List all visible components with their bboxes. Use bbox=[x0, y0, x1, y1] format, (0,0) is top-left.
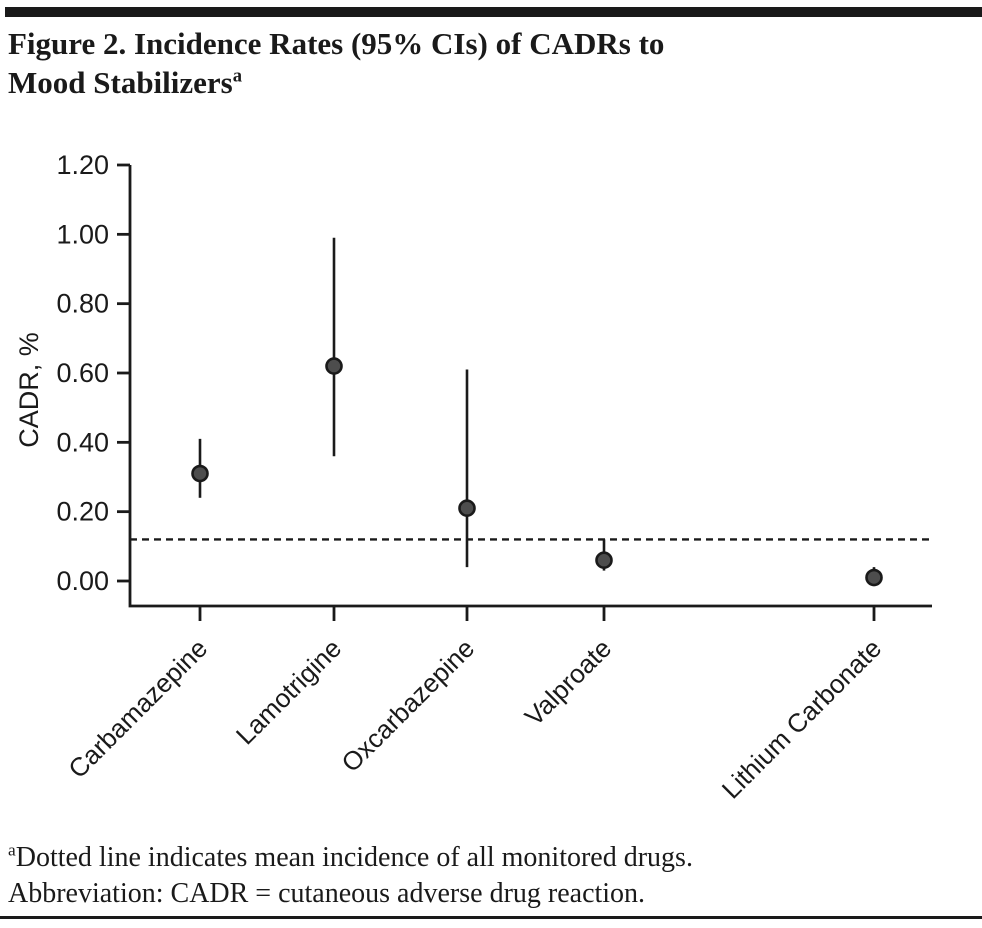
y-tick-label: 0.80 bbox=[56, 289, 109, 319]
x-tick-label: Lamotrigine bbox=[230, 633, 347, 750]
y-tick-label: 0.40 bbox=[56, 427, 109, 457]
y-tick-label: 0.00 bbox=[56, 566, 109, 596]
figure-title: Figure 2. Incidence Rates (95% CIs) of C… bbox=[8, 24, 908, 102]
data-point bbox=[325, 357, 343, 375]
data-point bbox=[865, 568, 883, 587]
footnote-line-2: Abbreviation: CADR = cutaneous adverse d… bbox=[8, 878, 646, 909]
y-tick-label: 0.60 bbox=[56, 358, 109, 388]
data-point bbox=[458, 499, 476, 518]
data-point bbox=[191, 464, 209, 483]
figure-title-line1: Figure 2. Incidence Rates (95% CIs) of C… bbox=[8, 26, 665, 61]
footnote-line-1-text: Dotted line indicates mean incidence of … bbox=[15, 842, 693, 873]
figure-footnote: aDotted line indicates mean incidence of… bbox=[8, 840, 958, 912]
y-tick-label: 1.00 bbox=[56, 219, 109, 249]
top-divider bbox=[5, 7, 982, 17]
y-axis: 0.00 0.20 0.40 0.60 0.80 1.00 1.20 bbox=[56, 150, 130, 596]
x-tick-label: Carbamazepine bbox=[62, 633, 213, 784]
figure-title-line2: Mood Stabilizers bbox=[8, 65, 233, 100]
x-tick-label: Valproate bbox=[519, 633, 618, 732]
data-point bbox=[595, 551, 613, 570]
figure-title-superscript: a bbox=[232, 65, 243, 87]
bottom-divider bbox=[0, 916, 982, 919]
y-axis-title: CADR, % bbox=[14, 332, 44, 448]
y-tick-label: 0.20 bbox=[56, 497, 109, 527]
x-tick-label: Oxcarbazepine bbox=[335, 633, 480, 778]
y-tick-label: 1.20 bbox=[56, 150, 109, 180]
x-tick-label: Lithium Carbonate bbox=[716, 633, 887, 804]
axis-lines bbox=[128, 165, 932, 608]
footnote-superscript: a bbox=[8, 840, 16, 860]
cadr-incidence-chart: 0.00 0.20 0.40 0.60 0.80 1.00 1.20 CADR, % Carba… bbox=[14, 150, 932, 804]
data-series bbox=[191, 237, 883, 587]
footnote-line-1: aDotted line indicates mean incidence of… bbox=[8, 840, 958, 876]
